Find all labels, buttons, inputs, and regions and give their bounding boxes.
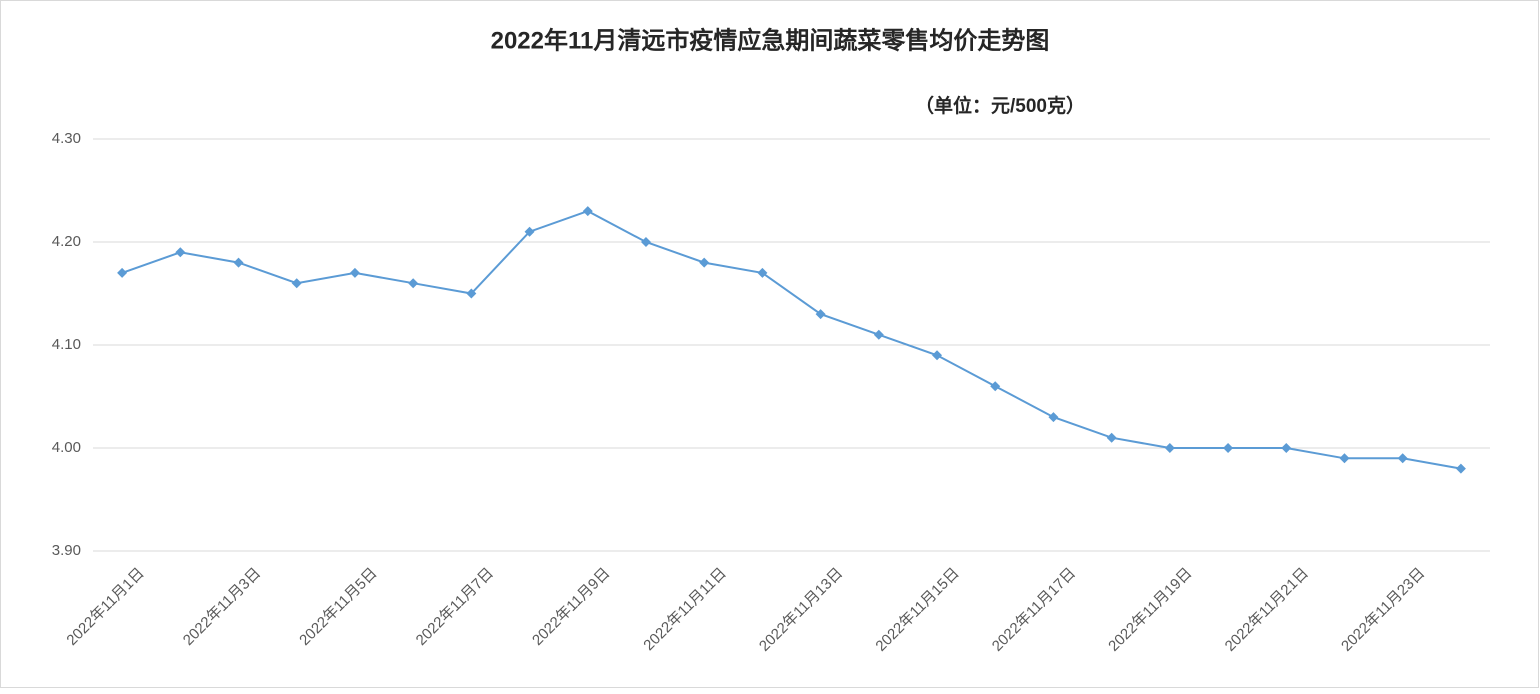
marker (1339, 453, 1350, 464)
line (121, 210, 1462, 470)
marker (1455, 463, 1466, 474)
marker (349, 267, 360, 278)
y-tick-label: 4.20 (52, 233, 81, 250)
marker (1048, 412, 1059, 423)
marker (1164, 443, 1175, 453)
marker (1106, 432, 1117, 443)
marker (582, 206, 593, 217)
marker (408, 278, 419, 289)
chart-subtitle: （单位：元/500克） (915, 94, 1085, 117)
marker (873, 329, 884, 340)
y-tick-label: 4.10 (52, 336, 81, 353)
marker (117, 267, 128, 278)
y-tick-label: 4.30 (52, 130, 81, 147)
marker (699, 257, 710, 268)
marker (640, 237, 651, 247)
marker (1397, 453, 1408, 464)
marker (990, 381, 1001, 392)
marker (757, 267, 768, 278)
y-tick-label: 3.90 (52, 542, 81, 559)
marker (175, 247, 186, 258)
marker (1223, 443, 1234, 453)
chart-title: 2022年11月清远市疫情应急期间蔬菜零售均价走势图 (491, 26, 1050, 54)
marker (1281, 443, 1292, 453)
marker (291, 278, 302, 289)
marker (466, 288, 477, 299)
marker (932, 350, 943, 361)
y-tick-label: 4.00 (52, 439, 81, 456)
marker (815, 309, 826, 320)
marker (233, 257, 244, 268)
marker (524, 226, 535, 237)
